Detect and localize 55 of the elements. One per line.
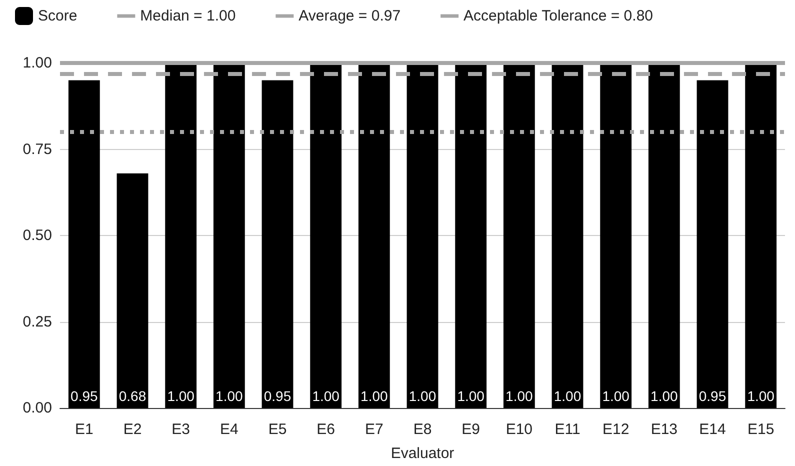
bar xyxy=(358,63,390,408)
x-tick-label: E12 xyxy=(602,421,630,438)
data-label: 0.68 xyxy=(118,388,146,404)
data-label: 1.00 xyxy=(457,388,485,404)
x-tick-label: E2 xyxy=(123,421,142,438)
bar xyxy=(68,80,100,408)
bar xyxy=(696,80,728,408)
data-label: 1.00 xyxy=(312,388,340,404)
data-label: 1.00 xyxy=(747,388,775,404)
data-label: 1.00 xyxy=(554,388,582,404)
y-tick-label: 0.25 xyxy=(22,313,52,330)
bar xyxy=(165,63,197,408)
data-label: 1.00 xyxy=(360,388,388,404)
x-tick-label: E7 xyxy=(364,421,384,438)
x-tick-label: E5 xyxy=(268,421,287,438)
legend-label: Score xyxy=(38,8,78,24)
data-label: 1.00 xyxy=(216,388,244,404)
x-tick-label: E15 xyxy=(747,421,774,438)
bar xyxy=(406,63,438,408)
data-label: 0.95 xyxy=(264,388,292,404)
x-tick-label: E14 xyxy=(699,421,726,438)
bar xyxy=(310,63,342,408)
legend-label: Median = 1.00 xyxy=(140,8,236,24)
x-tick-label: E4 xyxy=(220,421,238,438)
x-tick-label: E9 xyxy=(462,421,480,438)
bar xyxy=(455,63,487,408)
bar xyxy=(648,63,680,408)
bar xyxy=(262,80,294,408)
x-tick-label: E1 xyxy=(74,421,94,438)
bar xyxy=(503,63,535,408)
bar xyxy=(213,63,245,408)
y-tick-label: 0.50 xyxy=(22,227,52,244)
legend-label: Average = 0.97 xyxy=(298,8,401,24)
x-tick-label: E11 xyxy=(554,421,580,438)
bar xyxy=(552,63,584,408)
x-axis-title: Evaluator xyxy=(390,445,454,462)
x-tick-label: E3 xyxy=(172,421,190,438)
bar xyxy=(116,173,148,408)
data-label: 1.00 xyxy=(408,388,436,404)
data-label: 0.95 xyxy=(70,388,98,404)
y-tick-label: 0.00 xyxy=(22,400,52,416)
data-label: 1.00 xyxy=(167,388,195,404)
legend-label: Acceptable Tolerance = 0.80 xyxy=(464,8,654,24)
bar xyxy=(745,63,777,408)
x-tick-label: E6 xyxy=(316,421,336,438)
x-tick-label: E8 xyxy=(413,421,432,438)
y-tick-label: 0.75 xyxy=(22,140,52,158)
bar xyxy=(600,63,632,408)
x-tick-label: E10 xyxy=(506,421,533,438)
data-label: 0.95 xyxy=(698,388,726,404)
data-label: 1.00 xyxy=(602,388,630,404)
data-label: 1.00 xyxy=(650,388,678,404)
data-label: 1.00 xyxy=(506,388,534,404)
y-tick-label: 1.00 xyxy=(22,54,52,72)
x-tick-label: E13 xyxy=(650,421,678,438)
